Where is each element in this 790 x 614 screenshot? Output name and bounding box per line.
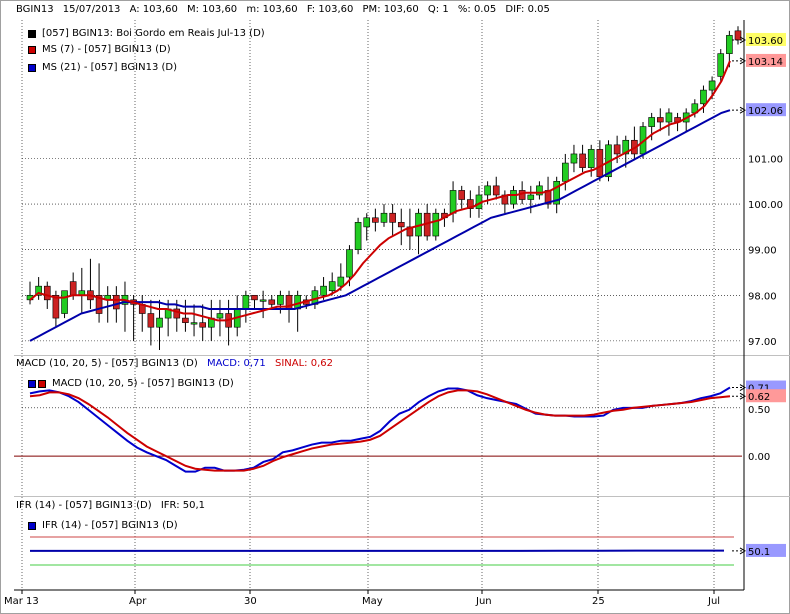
ifr-title: IFR (14) - [057] BGIN13 (D): [16, 500, 152, 511]
legend-ifr[interactable]: IFR (14) - [057] BGIN13 (D): [28, 520, 178, 531]
header-date: 15/07/2013: [62, 4, 121, 15]
legend-price-label: [057] BGIN13: Boi Gordo em Reais Jul-13 …: [42, 28, 265, 39]
legend-ma7[interactable]: MS (7) - [057] BGIN13 (D): [28, 44, 171, 55]
legend-ma21[interactable]: MS (21) - [057] BGIN13 (D): [28, 62, 177, 73]
legend-macd-label: MACD (10, 20, 5) - [057] BGIN13 (D): [52, 378, 234, 389]
legend-macd-swatch: [28, 379, 36, 388]
header-qty: Q: 1: [427, 4, 449, 15]
legend-ifr-label: IFR (14) - [057] BGIN13 (D): [42, 520, 178, 531]
ifr-value: IFR: 50,1: [160, 500, 206, 511]
macd-value: MACD: 0,71: [206, 358, 266, 369]
panel-separator-1: [14, 355, 790, 356]
header-pct: %: 0.05: [457, 4, 497, 15]
signal-value: SINAL: 0,62: [274, 358, 333, 369]
header-open: A: 103,60: [129, 4, 178, 15]
legend-price-swatch: [28, 29, 36, 38]
legend-ifr-swatch: [28, 521, 36, 530]
header-avg: PM: 103,60: [362, 4, 419, 15]
legend-ma21-label: MS (21) - [057] BGIN13 (D): [42, 62, 177, 73]
legend-macd[interactable]: MACD (10, 20, 5) - [057] BGIN13 (D): [28, 378, 234, 389]
header-dif: DIF: 0.05: [505, 4, 550, 15]
ifr-header: IFR (14) - [057] BGIN13 (D) IFR: 50,1: [16, 500, 211, 511]
header-high: M: 103,60: [187, 4, 238, 15]
legend-signal-swatch: [38, 379, 46, 388]
macd-header: MACD (10, 20, 5) - [057] BGIN13 (D) MACD…: [16, 358, 339, 369]
header-symbol: BGIN13: [16, 4, 54, 15]
panel-separator-2: [14, 496, 790, 497]
legend-ma21-swatch: [28, 63, 36, 72]
legend-ma7-swatch: [28, 45, 36, 54]
macd-title: MACD (10, 20, 5) - [057] BGIN13 (D): [16, 358, 198, 369]
header-close: F: 103,60: [306, 4, 354, 15]
header-low: m: 103,60: [246, 4, 298, 15]
legend-price[interactable]: [057] BGIN13: Boi Gordo em Reais Jul-13 …: [28, 28, 265, 39]
price-header: BGIN13 15/07/2013 A: 103,60 M: 103,60 m:…: [16, 4, 556, 15]
legend-ma7-label: MS (7) - [057] BGIN13 (D): [42, 44, 171, 55]
